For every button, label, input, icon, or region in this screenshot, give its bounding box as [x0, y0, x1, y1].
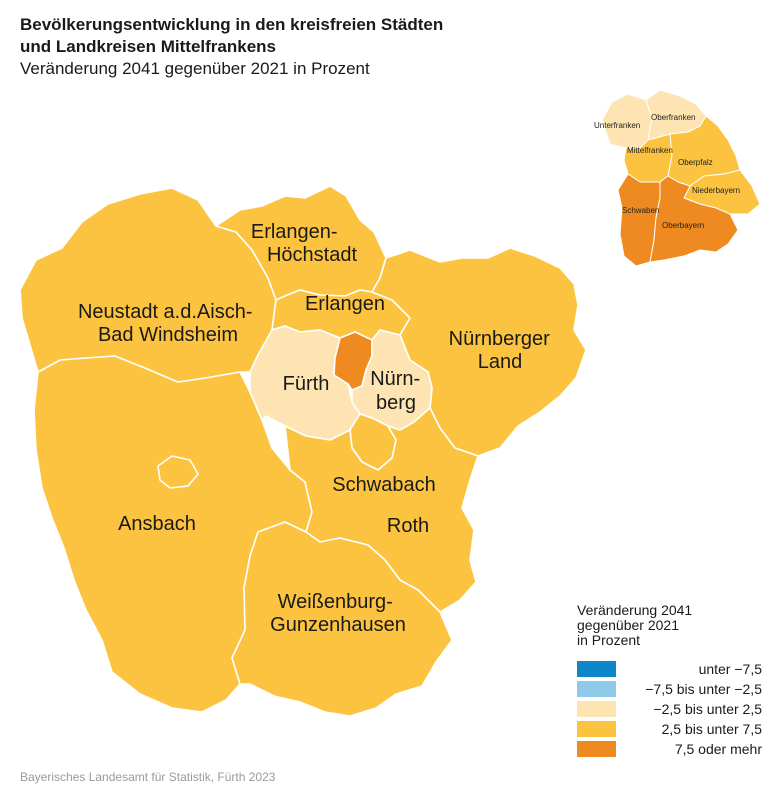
inset-label-oberbayern: Oberbayern	[662, 221, 704, 230]
map-title-line-2: und Landkreisen Mittelfrankens	[20, 37, 276, 56]
inset-oberbayern[interactable]	[649, 175, 739, 263]
source-note: Bayerisches Landesamt für Statistik, Für…	[20, 770, 276, 784]
inset-label-unterfranken: Unterfranken	[594, 121, 640, 130]
inset-label-mittelfranken: Mittelfranken	[627, 146, 673, 155]
inset-label-niederbayern: Niederbayern	[692, 186, 740, 195]
legend-item: unter −7,5	[577, 659, 762, 679]
inset-label-schwaben: Schwaben	[622, 206, 659, 215]
legend-label: 7,5 oder mehr	[674, 741, 762, 757]
region-ansbach-stadt[interactable]	[157, 455, 199, 489]
label-weissenburg: Weißenburg- Gunzenhausen	[270, 591, 406, 636]
legend-swatch	[577, 661, 616, 677]
label-neustadt: Neustadt a.d.Aisch- Bad Windsheim	[78, 301, 258, 346]
map-subtitle: Veränderung 2041 gegenüber 2021 in Proze…	[20, 59, 370, 78]
label-schwabach: Schwabach	[332, 474, 435, 496]
legend-item: 7,5 oder mehr	[577, 739, 762, 759]
legend-label: 2,5 bis unter 7,5	[661, 721, 762, 737]
legend-label: unter −7,5	[698, 661, 762, 677]
legend-title: Veränderung 2041 gegenüber 2021 in Proze…	[577, 602, 693, 648]
legend-item: −7,5 bis unter −2,5	[577, 679, 762, 699]
label-erlangen-hoechstadt: Erlangen- Höchstadt	[251, 221, 358, 266]
label-fuerth: Fürth	[283, 373, 330, 395]
inset-labels: Unterfranken Oberfranken Mittelfranken O…	[594, 113, 740, 230]
legend-swatch	[577, 681, 616, 697]
legend-swatch	[577, 701, 616, 717]
inset-label-oberpfalz: Oberpfalz	[678, 158, 713, 167]
label-nuernberg: Nürn- berg	[370, 368, 426, 414]
legend-label: −7,5 bis unter −2,5	[645, 681, 762, 697]
region-weissenburg[interactable]	[231, 521, 453, 717]
bavaria-inset-map	[601, 89, 761, 267]
label-roth: Roth	[387, 515, 429, 537]
legend-swatch	[577, 741, 616, 757]
legend: Veränderung 2041 gegenüber 2021 in Proze…	[577, 603, 762, 759]
legend-label: −2,5 bis unter 2,5	[653, 701, 762, 717]
label-erlangen: Erlangen	[305, 293, 385, 315]
region-labels: Erlangen- Höchstadt Neustadt a.d.Aisch- …	[78, 221, 556, 636]
label-ansbach: Ansbach	[118, 513, 196, 535]
map-title-line-1: Bevölkerungsentwicklung in den kreisfrei…	[20, 15, 444, 34]
inset-label-oberfranken: Oberfranken	[651, 113, 695, 122]
legend-items: unter −7,5 −7,5 bis unter −2,5 −2,5 bis …	[577, 659, 762, 759]
legend-item: 2,5 bis unter 7,5	[577, 719, 762, 739]
label-nuernberger-land: Nürnberger Land	[449, 328, 556, 373]
legend-swatch	[577, 721, 616, 737]
legend-item: −2,5 bis unter 2,5	[577, 699, 762, 719]
title-block: Bevölkerungsentwicklung in den kreisfrei…	[20, 14, 540, 80]
